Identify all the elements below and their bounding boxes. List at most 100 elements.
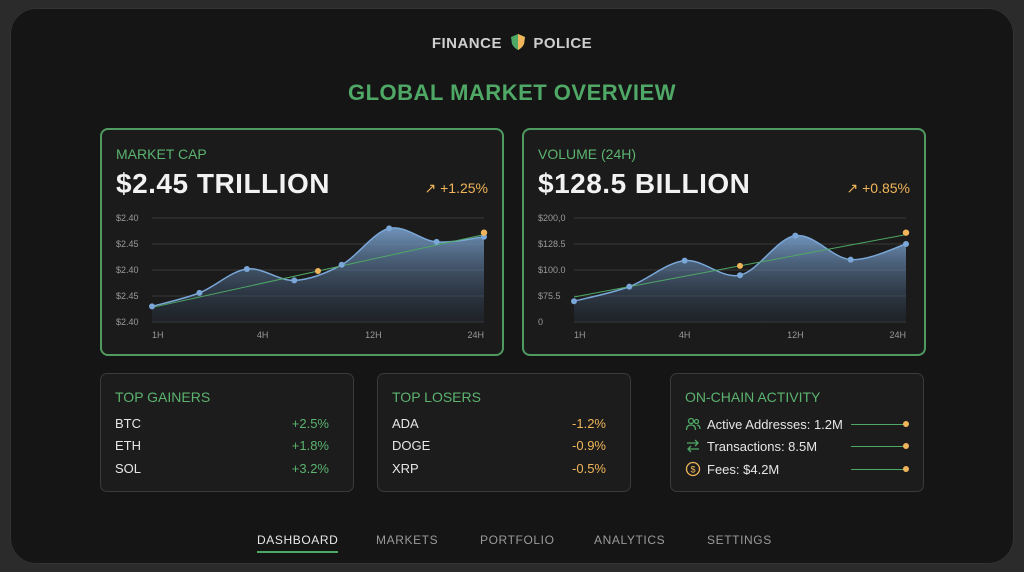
trend-marker (315, 268, 321, 275)
loser-change: -1.2% (572, 416, 606, 431)
top-losers-panel[interactable]: TOP LOSERS ADA -1.2% DOGE -0.9% XRP -0.5… (377, 373, 631, 492)
market-cap-change: ↗ +1.25% (425, 180, 489, 197)
on-chain-panel[interactable]: ON-CHAIN ACTIVITY Active Addresses: 1.2M… (670, 373, 924, 492)
area-fill (574, 235, 906, 322)
x-tick-label: 1H (574, 330, 586, 340)
market-cap-value: $2.45 TRILLION (116, 168, 330, 199)
x-tick-label: 12H (787, 330, 804, 340)
y-tick-label: 0 (538, 317, 543, 327)
nav-portfolio[interactable]: PORTFOLIO (480, 533, 555, 547)
y-tick-label: $100.0 (538, 265, 566, 275)
gainer-change: +2.5% (291, 416, 329, 431)
svg-text:$: $ (690, 465, 695, 475)
y-tick-label: $200,0 (538, 213, 566, 223)
trend-marker (902, 229, 910, 236)
data-point (433, 238, 440, 245)
gainer-change: +3.2% (291, 461, 329, 476)
nav-analytics[interactable]: ANALYTICS (594, 533, 666, 547)
page-title: GLOBAL MARKET OVERVIEW (348, 80, 676, 105)
trend-marker (480, 229, 488, 236)
brand-right: POLICE (533, 35, 593, 52)
gainer-symbol: ETH (115, 438, 141, 453)
data-point (149, 303, 155, 310)
loser-change: -0.9% (572, 438, 606, 453)
trend-up-icon: ↗ (846, 180, 859, 196)
x-tick-label: 4H (679, 330, 691, 340)
connector-line (851, 469, 905, 470)
users-icon (685, 416, 701, 432)
on-chain-text: Active Addresses: 1.2M (707, 417, 843, 432)
nav-markets[interactable]: MARKETS (376, 533, 439, 547)
data-point (847, 256, 854, 263)
data-point (903, 241, 909, 247)
y-tick-label: $2.40 (116, 213, 139, 223)
data-point (737, 272, 743, 279)
gainer-symbol: BTC (115, 416, 141, 431)
market-cap-chart: $2.40 $2.45 $2.40 $2.45 $2.40 1H 4H 12H 24H (116, 213, 488, 340)
x-tick-label: 12H (365, 330, 382, 340)
volume-label: VOLUME (24H) (538, 146, 637, 162)
y-tick-label: $128.5 (538, 239, 566, 249)
x-tick-label: 4H (257, 330, 269, 340)
trend-marker (737, 262, 743, 269)
indicator-dot (903, 466, 909, 472)
top-losers-title: TOP LOSERS (392, 389, 481, 405)
loser-symbol: ADA (392, 416, 419, 431)
transfer-arrows-icon (685, 438, 701, 454)
loser-change: -0.5% (572, 461, 606, 476)
on-chain-text: Transactions: 8.5M (707, 439, 818, 454)
volume-change: ↗ +0.85% (847, 180, 911, 197)
series-line (151, 227, 485, 308)
on-chain-title: ON-CHAIN ACTIVITY (685, 389, 821, 405)
gainer-row[interactable]: SOL +3.2% (115, 461, 329, 481)
data-point (243, 265, 250, 272)
indicator-dot (903, 443, 909, 449)
connector-line (851, 446, 905, 447)
on-chain-row[interactable]: Transactions: 8.5M (685, 438, 909, 458)
loser-row[interactable]: XRP -0.5% (392, 461, 606, 481)
nav-dashboard[interactable]: DASHBOARD (257, 533, 339, 553)
on-chain-row[interactable]: Active Addresses: 1.2M (685, 416, 909, 436)
on-chain-text: Fees: $4.2M (707, 462, 780, 477)
market-cap-change-value: +1.25% (440, 180, 488, 196)
data-point (571, 298, 577, 305)
dollar-coin-icon: $ (685, 461, 701, 477)
y-tick-label: $2.45 (116, 239, 139, 249)
indicator-dot (903, 421, 909, 427)
active-tab-underline (257, 551, 339, 553)
nav-settings[interactable]: SETTINGS (707, 533, 772, 547)
on-chain-row[interactable]: $ Fees: $4.2M (685, 461, 909, 481)
brand-logo: FINANCE POLICE (0, 33, 1024, 55)
area-fill (152, 227, 484, 322)
nav-dashboard-label: DASHBOARD (257, 533, 339, 547)
loser-symbol: XRP (392, 461, 419, 476)
connector-line (851, 424, 905, 425)
market-cap-card[interactable]: MARKET CAP $2.45 TRILLION ↗ +1.25% $2.40… (100, 128, 504, 356)
trend-up-icon: ↗ (424, 180, 437, 196)
data-point (291, 277, 298, 284)
volume-value: $128.5 BILLION (538, 168, 751, 199)
x-tick-label: 24H (467, 330, 484, 340)
y-tick-label: $2.40 (116, 265, 139, 275)
volume-change-value: +0.85% (862, 180, 910, 196)
gainer-symbol: SOL (115, 461, 142, 476)
gainer-row[interactable]: ETH +1.8% (115, 438, 329, 458)
volume-chart: $200,0 $128.5 $100.0 $75.5 0 1H 4H 12H 24H (538, 213, 910, 340)
data-point (681, 257, 688, 264)
y-tick-label: $2.45 (116, 291, 139, 301)
x-tick-label: 24H (889, 330, 906, 340)
top-gainers-panel[interactable]: TOP GAINERS BTC +2.5% ETH +1.8% SOL +3.2… (100, 373, 354, 492)
gainer-row[interactable]: BTC +2.5% (115, 416, 329, 436)
gainer-change: +1.8% (291, 438, 329, 453)
y-tick-label: $75.5 (538, 291, 561, 301)
loser-symbol: DOGE (392, 438, 431, 453)
data-point (196, 289, 203, 296)
x-tick-label: 1H (152, 330, 164, 340)
data-point (386, 225, 393, 232)
data-point (626, 283, 633, 290)
loser-row[interactable]: DOGE -0.9% (392, 438, 606, 458)
loser-row[interactable]: ADA -1.2% (392, 416, 606, 436)
shield-icon (510, 33, 526, 55)
volume-card[interactable]: VOLUME (24H) $128.5 BILLION ↗ +0.85% $20… (522, 128, 926, 356)
y-tick-label: $2.40 (116, 317, 139, 327)
